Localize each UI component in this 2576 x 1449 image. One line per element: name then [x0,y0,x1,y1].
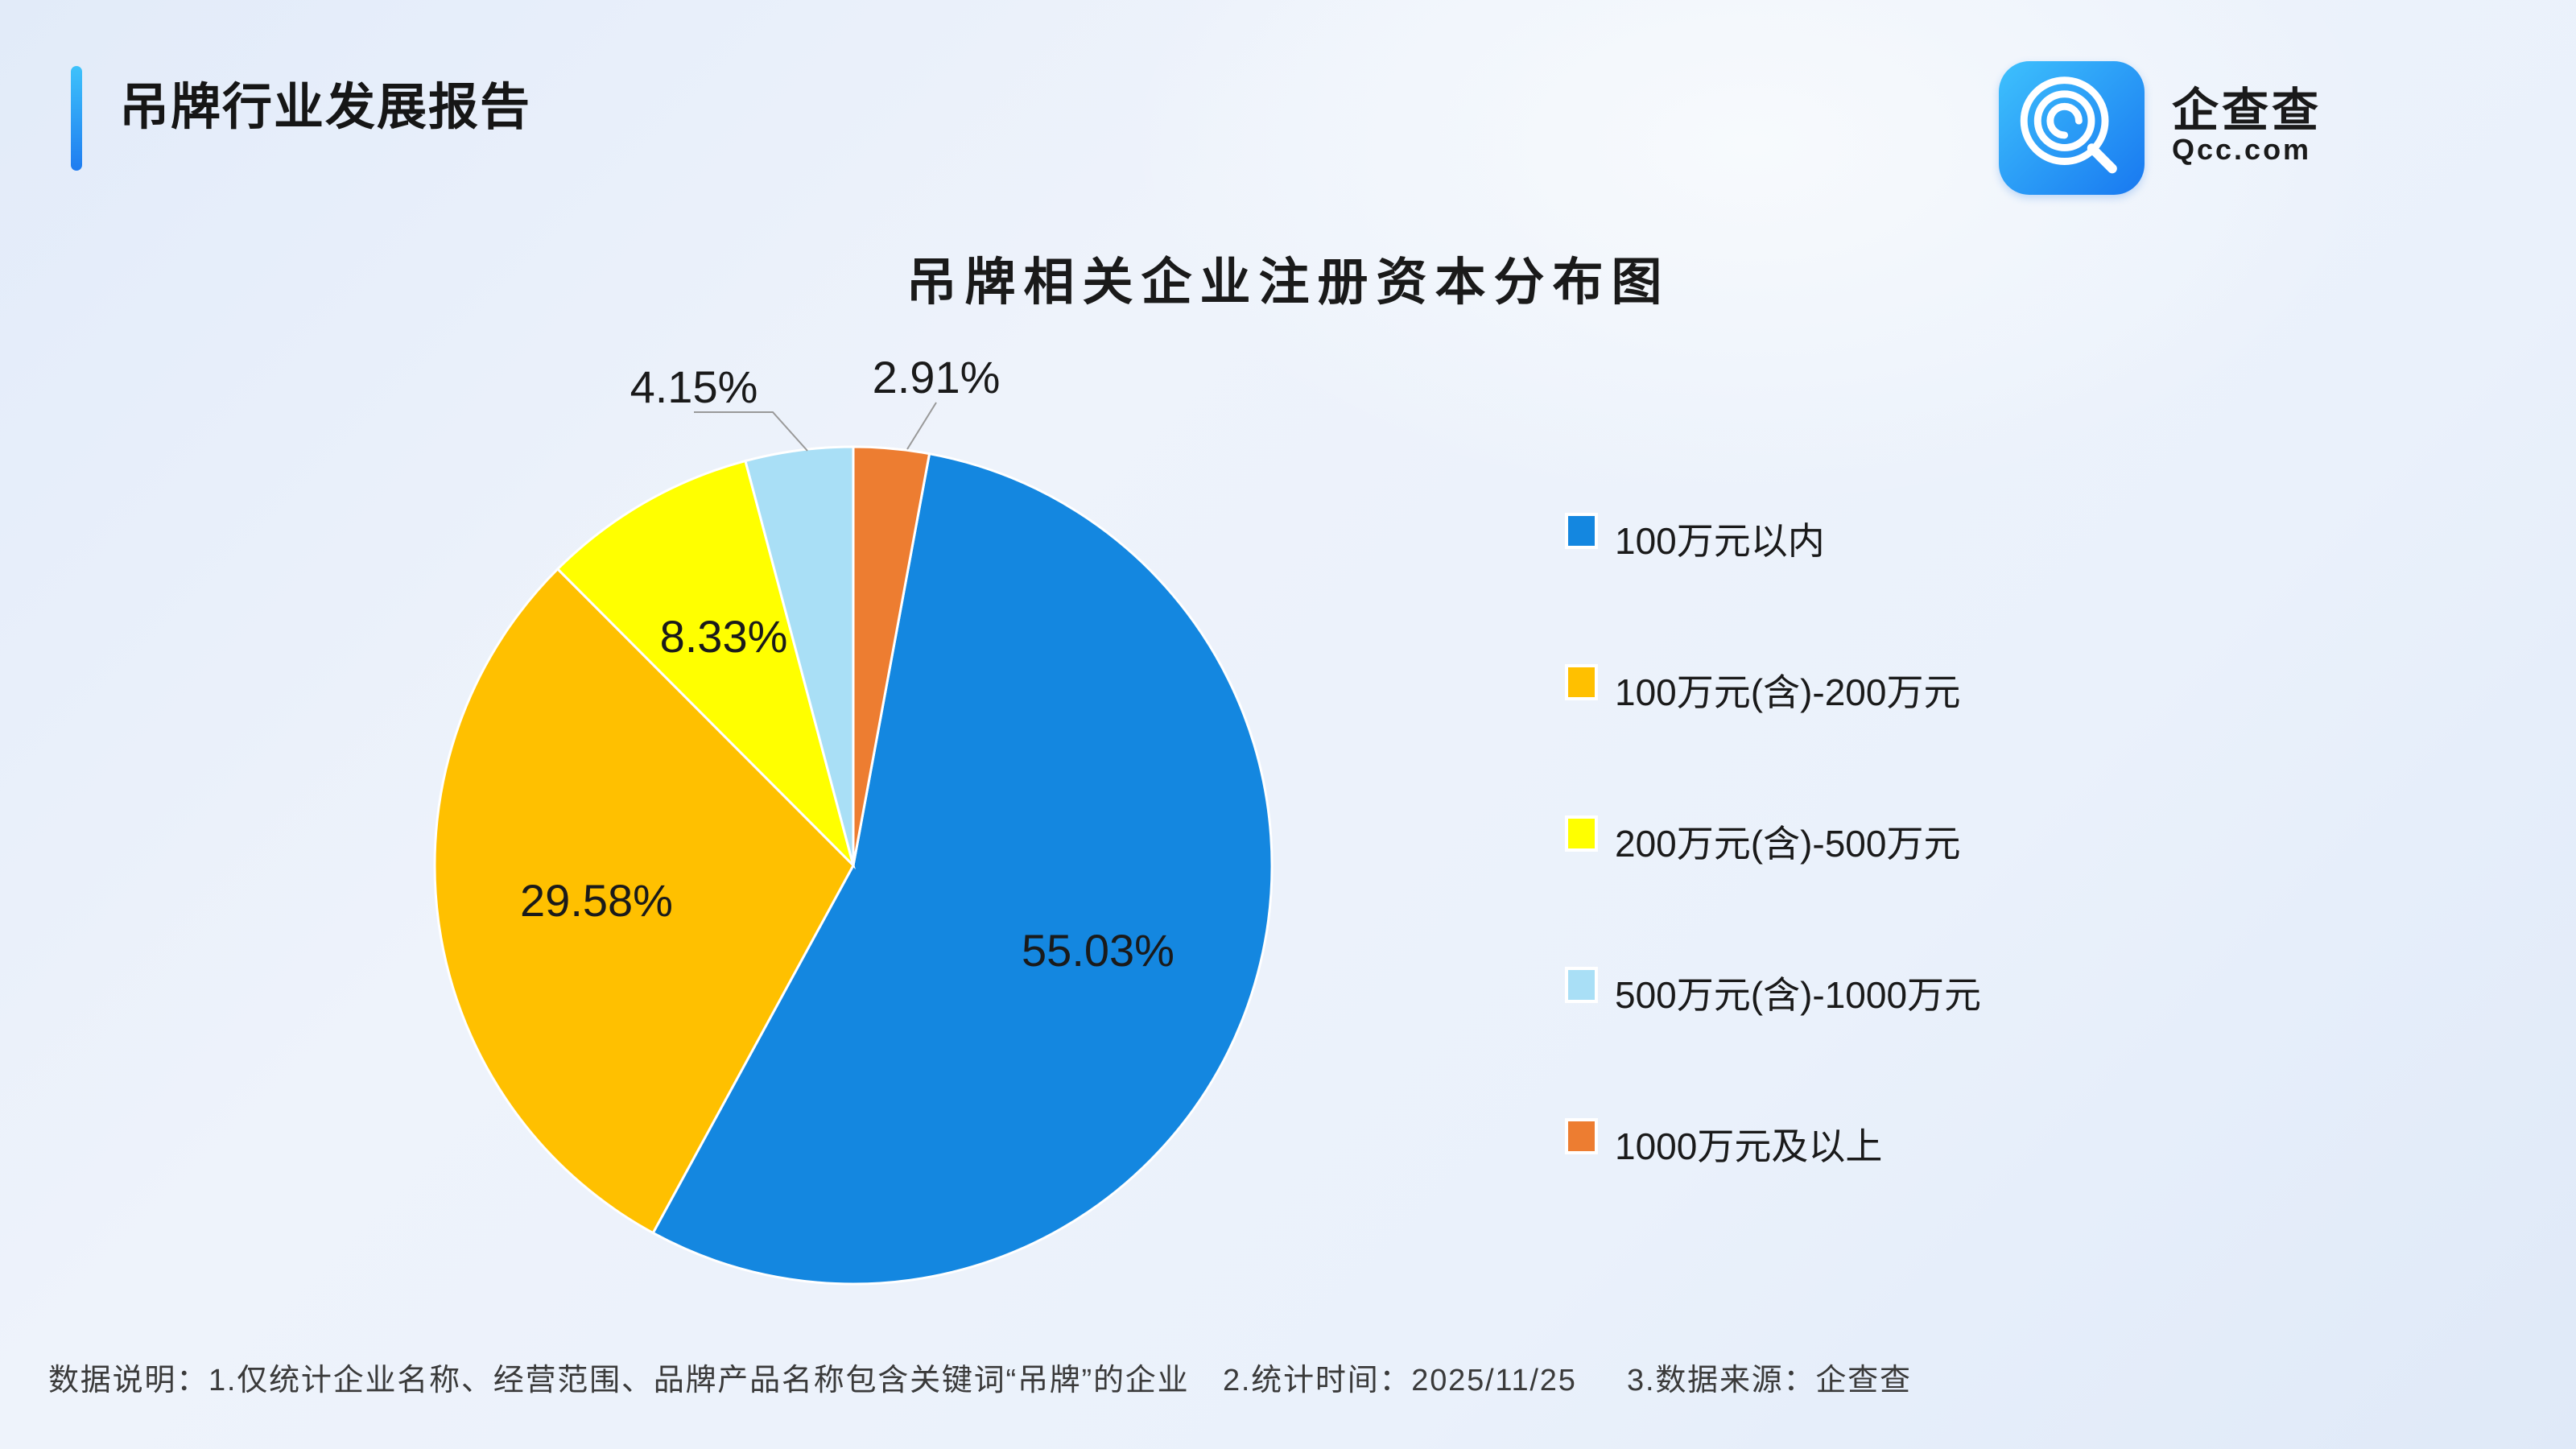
svg-text:55.03%: 55.03% [1022,925,1174,976]
svg-text:29.58%: 29.58% [520,875,673,926]
svg-text:2.91%: 2.91% [873,352,1001,402]
svg-text:4.15%: 4.15% [630,361,758,412]
svg-text:8.33%: 8.33% [660,611,788,662]
